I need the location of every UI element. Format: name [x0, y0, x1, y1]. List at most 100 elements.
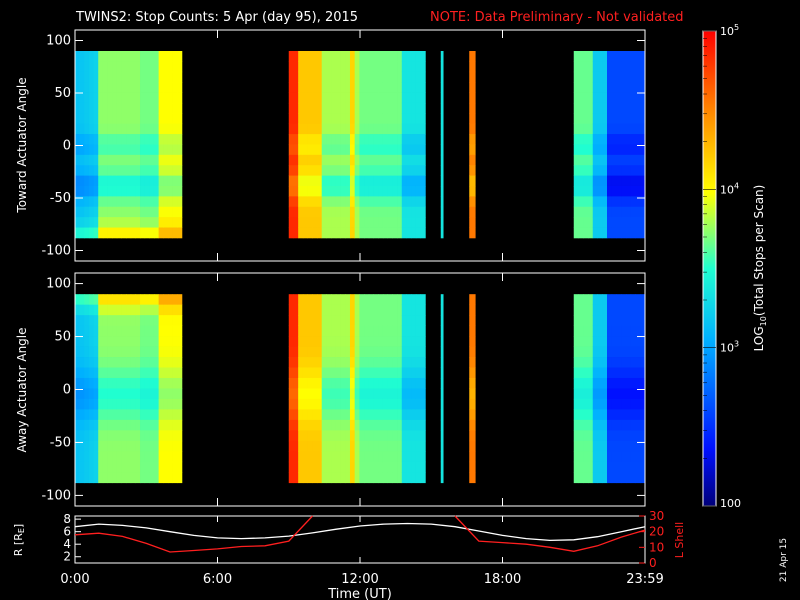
heatmap-cell — [102, 419, 108, 431]
heatmap-cell — [112, 92, 118, 104]
heatmap-cell — [364, 294, 370, 306]
heatmap-cell — [592, 82, 598, 93]
heatmap-cell — [621, 294, 627, 306]
heatmap-cell — [349, 398, 356, 410]
heatmap-cell — [158, 472, 164, 484]
heatmap-cell — [102, 71, 108, 83]
heatmap-cell — [135, 123, 141, 135]
heatmap-cell — [602, 113, 608, 125]
heatmap-cell — [387, 409, 393, 421]
heatmap-cell — [597, 144, 603, 156]
heatmap-cell — [177, 315, 183, 326]
heatmap-cell — [121, 377, 127, 389]
heatmap-cell — [597, 294, 603, 306]
heatmap-cell — [312, 144, 318, 156]
heatmap-cell — [630, 357, 636, 368]
heatmap-cell — [140, 409, 146, 421]
heatmap-cell — [626, 346, 632, 358]
heatmap-cell — [364, 398, 370, 410]
heatmap-cell — [153, 315, 160, 326]
heatmap-cell — [326, 294, 332, 306]
heatmap-cell — [349, 185, 356, 197]
heatmap-cell — [597, 185, 603, 197]
x-tick-label: 18:00 — [484, 572, 521, 587]
heatmap-cell — [167, 325, 173, 337]
heatmap-cell — [312, 82, 318, 93]
heatmap-cell — [573, 82, 579, 93]
heatmap-cell — [167, 419, 173, 431]
heatmap-cell — [112, 227, 118, 239]
heatmap-cell — [177, 175, 183, 187]
heatmap-cell — [302, 377, 308, 389]
heatmap-cell — [307, 185, 313, 197]
heatmap-cell — [626, 134, 632, 145]
heatmap-cell — [359, 102, 365, 114]
heatmap-cell — [597, 409, 603, 421]
heatmap-cell — [298, 440, 304, 452]
heatmap-cell — [172, 451, 178, 463]
heatmap-cell — [640, 113, 646, 125]
heatmap-cell — [140, 304, 146, 316]
heatmap-cell — [149, 102, 155, 114]
heatmap-cell — [373, 123, 379, 135]
heatmap-cell — [440, 113, 444, 125]
heatmap-cell — [640, 409, 646, 421]
heatmap-cell — [588, 472, 594, 484]
heatmap-cell — [415, 102, 421, 114]
heatmap-cell — [79, 388, 85, 400]
heatmap-cell — [98, 196, 104, 208]
heatmap-cell — [107, 304, 113, 316]
heatmap-cell — [597, 388, 603, 400]
heatmap-cell — [354, 304, 360, 316]
heatmap-cell — [302, 461, 308, 473]
heatmap-cell — [573, 154, 579, 166]
heatmap-cell — [121, 388, 127, 400]
heatmap-cell — [293, 123, 299, 135]
heatmap-cell — [401, 154, 407, 166]
heatmap-cell — [406, 346, 412, 358]
heatmap-cell — [317, 294, 323, 306]
heatmap-cell — [312, 51, 318, 62]
heatmap-cell — [387, 357, 393, 368]
heatmap-cell — [583, 472, 589, 484]
heatmap-cell — [635, 367, 641, 379]
heatmap-cell — [326, 175, 332, 187]
heatmap-cell — [140, 315, 146, 326]
heatmap-cell — [583, 92, 589, 104]
heatmap-cell — [321, 346, 327, 358]
heatmap-cell — [331, 398, 337, 410]
heatmap-cell — [335, 196, 341, 208]
heatmap-cell — [102, 377, 108, 389]
heatmap-cell — [93, 165, 99, 176]
y-tick-label: 50 — [54, 330, 71, 345]
heatmap-cell — [630, 294, 636, 306]
heatmap-cell — [392, 336, 398, 347]
heatmap-cell — [317, 227, 323, 239]
heatmap-cell — [382, 206, 389, 218]
heatmap-cell — [79, 175, 85, 187]
heatmap-cell — [635, 175, 641, 187]
heatmap-cell — [172, 472, 178, 484]
heatmap-cell — [288, 367, 294, 379]
heatmap-cell — [149, 175, 155, 187]
heatmap-cell — [635, 92, 641, 104]
heatmap-cell — [321, 304, 327, 316]
heatmap-cell — [364, 346, 370, 358]
heatmap-cell — [126, 71, 132, 83]
heatmap-cell — [626, 357, 632, 368]
heatmap-cell — [397, 61, 403, 73]
heatmap-cell — [293, 304, 299, 316]
heatmap-cell — [621, 367, 627, 379]
heatmap-cell — [611, 144, 617, 156]
heatmap-cell — [616, 325, 622, 337]
heatmap-cell — [93, 472, 99, 484]
heatmap-cell — [288, 154, 294, 166]
heatmap-cell — [392, 206, 398, 218]
heatmap-cell — [382, 325, 389, 337]
heatmap-cell — [592, 206, 598, 218]
heatmap-cell — [373, 461, 379, 473]
heatmap-cell — [121, 154, 127, 166]
r-tick-label: 6 — [63, 525, 71, 539]
heatmap-cell — [93, 377, 99, 389]
heatmap-cell — [84, 165, 90, 176]
